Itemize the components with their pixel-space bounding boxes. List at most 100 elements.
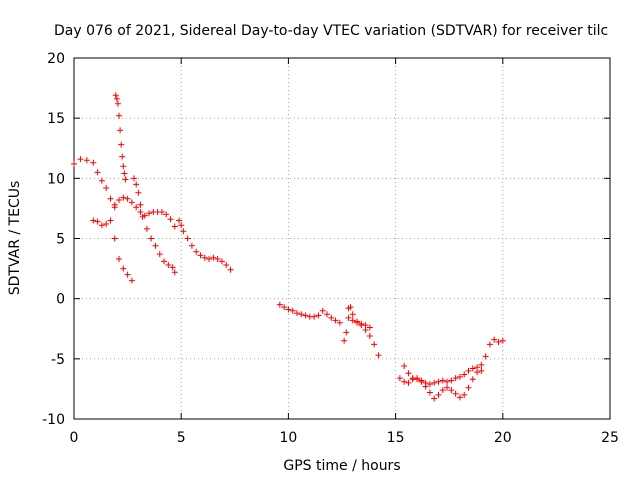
data-point	[401, 363, 408, 370]
data-point	[214, 255, 221, 262]
x-tick-label: 0	[70, 430, 79, 446]
data-point	[345, 314, 352, 321]
data-point	[456, 394, 463, 401]
data-point	[409, 375, 416, 382]
data-point	[486, 341, 493, 348]
data-point	[347, 304, 354, 311]
data-point	[401, 378, 408, 385]
data-point	[180, 228, 187, 235]
data-point	[495, 338, 502, 345]
data-point	[124, 195, 131, 202]
data-point	[465, 384, 472, 391]
data-point	[94, 218, 101, 225]
data-point	[120, 265, 127, 272]
data-point	[103, 184, 110, 191]
y-tick-label: 0	[56, 292, 65, 308]
data-point	[319, 307, 326, 314]
data-point	[474, 369, 481, 376]
data-point	[358, 320, 365, 327]
data-point	[218, 258, 225, 265]
data-point	[461, 371, 468, 378]
data-point	[439, 377, 446, 384]
y-tick-label: -5	[51, 352, 65, 368]
data-point	[362, 322, 369, 329]
data-point	[431, 379, 438, 386]
series-arc-g	[276, 301, 343, 326]
data-point	[135, 189, 142, 196]
chart-title: Day 076 of 2021, Sidereal Day-to-day VTE…	[54, 23, 608, 39]
data-point	[227, 266, 234, 273]
data-point	[111, 201, 118, 208]
data-point	[112, 92, 119, 99]
data-point	[448, 387, 455, 394]
data-point	[116, 255, 123, 262]
data-point	[366, 332, 373, 339]
data-point	[146, 210, 153, 217]
data-point	[448, 377, 455, 384]
data-point	[405, 379, 412, 386]
x-axis-label: GPS time / hours	[283, 458, 400, 474]
data-point	[118, 141, 125, 148]
data-point	[206, 255, 213, 262]
data-point	[298, 311, 305, 318]
data-point	[148, 235, 155, 242]
data-point	[133, 204, 140, 211]
data-point	[137, 201, 144, 208]
data-point	[426, 389, 433, 396]
y-tick-label: 15	[47, 111, 65, 127]
series-arc-b	[111, 194, 178, 230]
data-point	[111, 235, 118, 242]
grid-lines	[74, 58, 610, 419]
data-point	[120, 194, 127, 201]
series-arc-h	[341, 304, 382, 359]
data-point	[152, 242, 159, 249]
x-tick-label: 5	[177, 430, 186, 446]
data-point	[197, 252, 204, 259]
data-point	[107, 217, 114, 224]
data-point	[156, 251, 163, 258]
data-point	[375, 352, 382, 359]
data-point	[119, 153, 126, 160]
data-point	[323, 311, 330, 318]
data-point	[128, 277, 135, 284]
data-point	[161, 258, 168, 265]
data-point	[107, 195, 114, 202]
data-point	[116, 112, 123, 119]
data-point	[431, 395, 438, 402]
data-points	[71, 92, 506, 402]
series-arc-f	[176, 217, 234, 273]
x-tick-label: 15	[387, 430, 405, 446]
data-point	[469, 365, 476, 372]
data-point	[414, 376, 421, 383]
data-point	[439, 387, 446, 394]
data-point	[90, 159, 97, 166]
x-tick-label: 10	[279, 430, 297, 446]
data-point	[452, 390, 459, 397]
series-arc-d	[112, 92, 129, 183]
data-point	[343, 329, 350, 336]
data-point	[176, 217, 183, 224]
data-point	[371, 341, 378, 348]
data-point	[366, 324, 373, 331]
data-point	[418, 378, 425, 385]
x-tick-label: 25	[601, 430, 619, 446]
data-point	[77, 156, 84, 163]
y-axis-label: SDTVAR / TECUs	[7, 181, 23, 296]
data-point	[444, 378, 451, 385]
data-point	[121, 170, 128, 177]
series-arc-c	[90, 217, 135, 284]
data-point	[354, 319, 361, 326]
data-point	[210, 254, 217, 261]
data-point	[452, 375, 459, 382]
data-point	[293, 310, 300, 317]
data-point	[158, 209, 165, 216]
data-point	[478, 367, 485, 374]
data-point	[276, 301, 283, 308]
data-point	[103, 221, 110, 228]
data-point	[124, 271, 131, 278]
data-point	[71, 160, 77, 167]
data-point	[171, 269, 178, 276]
y-tick-label: 10	[47, 171, 65, 187]
data-point	[396, 375, 403, 382]
y-tick-label: 5	[56, 232, 65, 248]
